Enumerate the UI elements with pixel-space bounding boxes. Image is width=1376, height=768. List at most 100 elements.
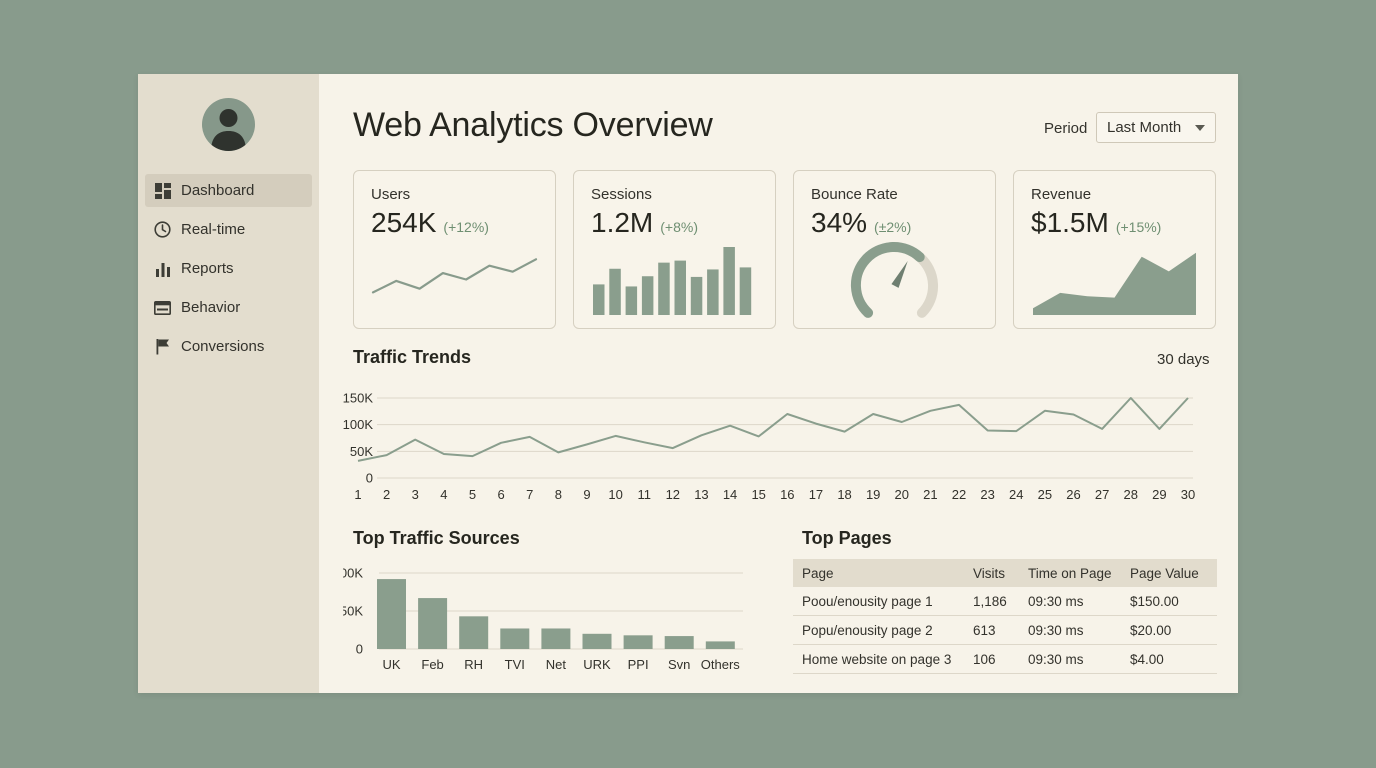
x-tick-label: 16 (780, 487, 794, 502)
source-bar[interactable] (582, 633, 612, 649)
x-tick-label: 29 (1152, 487, 1166, 502)
kpi-value: 254K (371, 207, 437, 238)
x-tick-label: 20 (895, 487, 909, 502)
traffic-line (357, 397, 1189, 462)
users-sparkline (371, 258, 538, 294)
kpi-label: Bounce Rate (811, 186, 898, 203)
kpi-value: 1.2M (591, 207, 654, 238)
kpi-value: $1.5M (1031, 207, 1109, 238)
y-tick-label: 50K (350, 444, 373, 459)
time-cell: 09:30 ms (1028, 622, 1084, 638)
sessions-bar (658, 262, 670, 315)
kpi-label: Revenue (1031, 186, 1092, 203)
x-tick-label: 11 (637, 487, 651, 502)
page-cell: Home website on page 3 (802, 651, 952, 667)
y-tick-label: 50K (343, 604, 363, 619)
sidebar-item-label: Conversions (181, 338, 265, 355)
x-tick-label: 3 (412, 487, 419, 502)
kpi-card-users[interactable]: Users 254K (+12%) (353, 170, 556, 329)
period-select[interactable]: Last Month (1096, 112, 1216, 143)
range-label: 30 days (1157, 351, 1210, 368)
sidebar-item-label: Behavior (181, 299, 241, 316)
source-bar[interactable] (623, 635, 653, 649)
sidebar-item-label: Dashboard (181, 182, 255, 199)
x-tick-label: 21 (923, 487, 937, 502)
sidebar-item-conversions[interactable]: Conversions (145, 330, 312, 363)
source-bar[interactable] (377, 579, 406, 649)
value-cell: $20.00 (1130, 622, 1172, 638)
source-bar[interactable] (541, 628, 571, 649)
source-bar[interactable] (500, 628, 530, 649)
kpi-card-revenue[interactable]: Revenue $1.5M (+15%) (1013, 170, 1216, 329)
sidebar-item-real-time[interactable]: Real-time (145, 213, 312, 246)
kpi-value-row: $1.5M (+15%) (1031, 207, 1161, 239)
bar-chart-icon (154, 260, 171, 277)
source-bar[interactable] (705, 641, 735, 649)
gauge-track (914, 252, 939, 318)
kpi-value: 34% (811, 207, 868, 238)
sessions-bar (609, 268, 621, 315)
top-sources-chart: 0 50K 100K UK Feb RH TVI Net URK PPI Svn Others (343, 566, 743, 672)
x-tick-label: Svn (668, 657, 690, 672)
gauge-fill (850, 242, 925, 318)
value-cell: $150.00 (1130, 593, 1179, 609)
sidebar-item-reports[interactable]: Reports (145, 252, 312, 285)
avatar[interactable] (202, 98, 255, 151)
kpi-value-row: 254K (+12%) (371, 207, 489, 239)
table-row[interactable]: Poou/enousity page 1 1,186 09:30 ms $150… (793, 587, 1217, 616)
source-bar[interactable] (664, 636, 694, 649)
page-title: Web Analytics Overview (353, 106, 713, 144)
x-tick-label: Others (701, 657, 741, 672)
sidebar-item-behavior[interactable]: Behavior (145, 291, 312, 324)
table-row[interactable]: Popu/enousity page 2 613 09:30 ms $20.00 (793, 616, 1217, 645)
x-tick-label: 30 (1181, 487, 1195, 502)
sidebar-item-label: Real-time (181, 221, 246, 238)
kpi-card-sessions[interactable]: Sessions 1.2M (+8%) (573, 170, 776, 329)
sidebar-item-dashboard[interactable]: Dashboard (145, 174, 312, 207)
x-tick-label: 6 (497, 487, 504, 502)
main-content: Web Analytics Overview Period Last Month… (319, 74, 1238, 693)
x-tick-label: 5 (469, 487, 476, 502)
column-header[interactable]: Page (802, 565, 834, 581)
sessions-bar-sparkline (593, 247, 752, 315)
value-cell: $4.00 (1130, 651, 1164, 667)
chevron-down-icon (1195, 125, 1205, 131)
x-tick-label: 24 (1009, 487, 1023, 502)
x-tick-label: 9 (583, 487, 590, 502)
y-tick-label: 150K (343, 391, 373, 406)
clock-icon (154, 221, 171, 238)
y-tick-label: 0 (356, 642, 363, 657)
time-cell: 09:30 ms (1028, 651, 1084, 667)
y-tick-label: 0 (366, 471, 373, 486)
kpi-card-bounce-rate[interactable]: Bounce Rate 34% (±2%) (793, 170, 996, 329)
x-tick-label: TVI (505, 657, 525, 672)
source-bar[interactable] (459, 616, 489, 649)
kpi-delta: (+12%) (443, 219, 489, 235)
y-tick-label: 100K (343, 417, 373, 432)
sessions-bar (641, 276, 654, 315)
sessions-bar (593, 284, 605, 315)
revenue-area-sparkline (1033, 252, 1196, 315)
dashboard-icon (154, 182, 171, 199)
column-header[interactable]: Time on Page (1028, 565, 1112, 581)
sessions-bar (739, 267, 752, 315)
source-bar[interactable] (418, 598, 448, 649)
table-header: Page Visits Time on Page Page Value (793, 559, 1217, 587)
table-row[interactable]: Home website on page 3 106 09:30 ms $4.0… (793, 645, 1217, 674)
x-tick-label: 27 (1095, 487, 1109, 502)
x-tick-label: 23 (980, 487, 994, 502)
user-icon (211, 109, 246, 151)
column-header[interactable]: Visits (973, 565, 1006, 581)
x-tick-label: 17 (809, 487, 823, 502)
traffic-trends-title: Traffic Trends (353, 347, 472, 367)
kpi-value-row: 34% (±2%) (811, 207, 911, 239)
y-tick-label: 100K (343, 566, 363, 581)
x-tick-label: PPI (628, 657, 649, 672)
column-header[interactable]: Page Value (1130, 565, 1199, 581)
time-cell: 09:30 ms (1028, 593, 1084, 609)
x-tick-label: 26 (1066, 487, 1080, 502)
kpi-delta: (±2%) (874, 219, 912, 235)
kpi-delta: (+15%) (1115, 219, 1162, 235)
x-tick-label: Feb (421, 657, 443, 672)
kpi-label: Users (371, 186, 411, 203)
